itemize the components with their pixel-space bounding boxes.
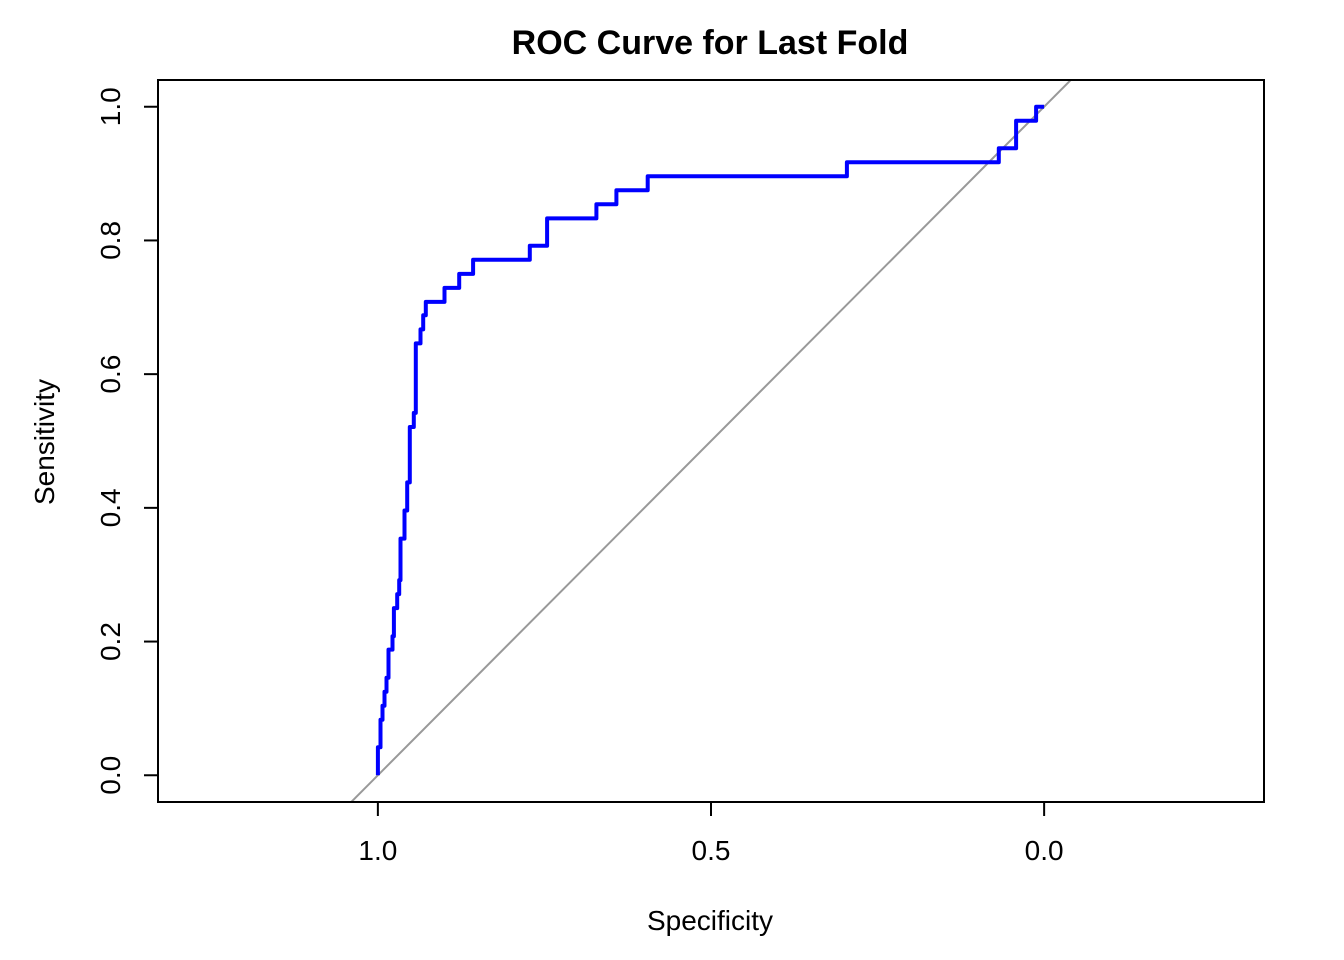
roc-curve-line-0 [375, 104, 1045, 776]
x-tick-label: 0.5 [692, 835, 731, 866]
x-tick-label: 0.0 [1025, 835, 1064, 866]
y-tick-label: 0.2 [95, 622, 126, 661]
y-tick-label: 0.8 [95, 221, 126, 260]
y-tick-label: 1.0 [95, 87, 126, 126]
x-axis-label: Specificity [647, 905, 773, 936]
x-tick-label: 1.0 [358, 835, 397, 866]
y-tick-label: 0.6 [95, 355, 126, 394]
chart-title: ROC Curve for Last Fold [512, 24, 909, 62]
plot-area: 1.0 0.5 0.0 0.0 0.2 0.4 0.6 0.8 1.0 [95, 79, 1265, 866]
y-axis-label: Sensitivity [29, 379, 60, 505]
reference-diagonal-line [349, 80, 1073, 802]
y-tick-label: 0.4 [95, 488, 126, 527]
y-tick-label: 0.0 [95, 756, 126, 795]
